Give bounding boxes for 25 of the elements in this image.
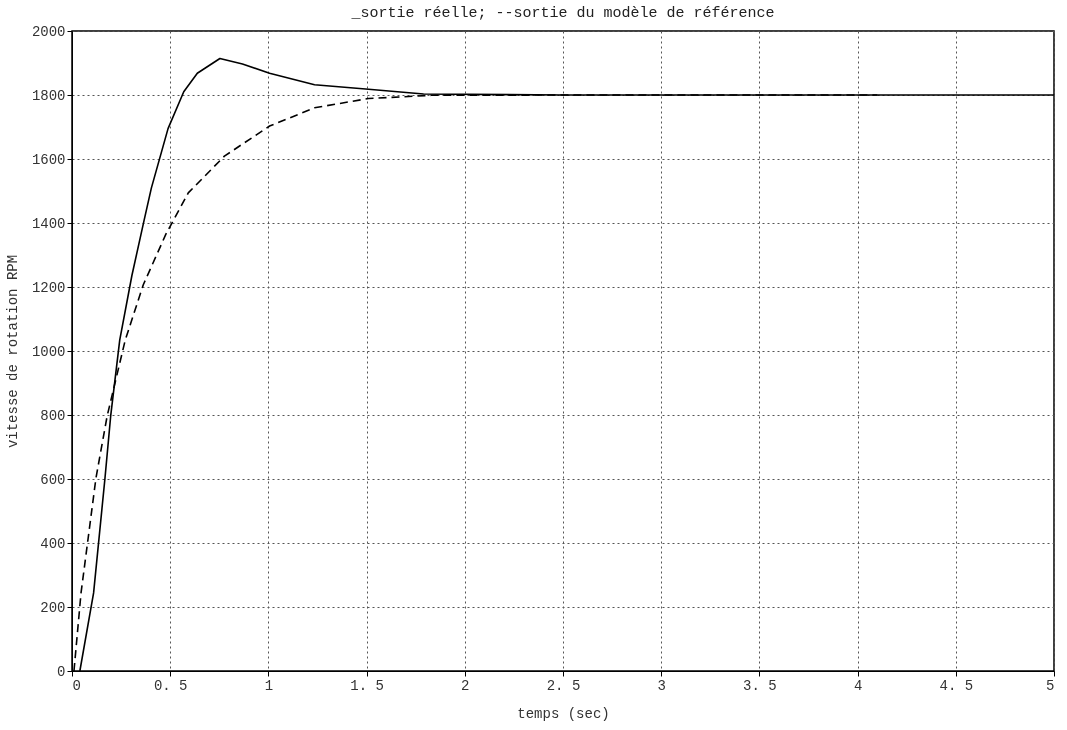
y-tick-label: 1600 [31, 151, 66, 168]
y-tick-label: 800 [40, 407, 66, 424]
x-tick-label: 3. 5 [743, 677, 777, 694]
x-tick-label: 3 [657, 677, 666, 694]
x-tick-label: 4 [853, 677, 863, 694]
x-tick-label: 2 [461, 677, 470, 694]
y-tick-label: 0 [57, 663, 66, 680]
y-tick-label: 1200 [31, 279, 66, 296]
y-axis-title: vitesse de rotation RPM [4, 254, 21, 449]
y-tick-label: 1800 [31, 87, 66, 104]
y-tick-label: 600 [40, 471, 66, 488]
y-tick-label: 200 [40, 599, 66, 616]
y-tick-label: 1400 [31, 215, 66, 232]
x-tick-label: 1. 5 [350, 677, 384, 694]
x-tick-label: 5 [1046, 677, 1055, 694]
x-tick-label: 1 [264, 677, 274, 694]
chart-title: _sortie réelle; --sortie du modèle de référence [350, 5, 775, 22]
y-tick-label: 400 [40, 535, 66, 552]
x-axis-title: temps (sec) [517, 705, 610, 722]
y-tick-label: 2000 [31, 23, 66, 40]
y-tick-label: 1000 [31, 343, 66, 360]
x-tick-label: 2. 5 [546, 677, 581, 694]
x-tick-label: 0 [72, 677, 81, 694]
x-tick-label: 4. 5 [939, 677, 974, 694]
x-tick-label: 0. 5 [153, 677, 188, 694]
